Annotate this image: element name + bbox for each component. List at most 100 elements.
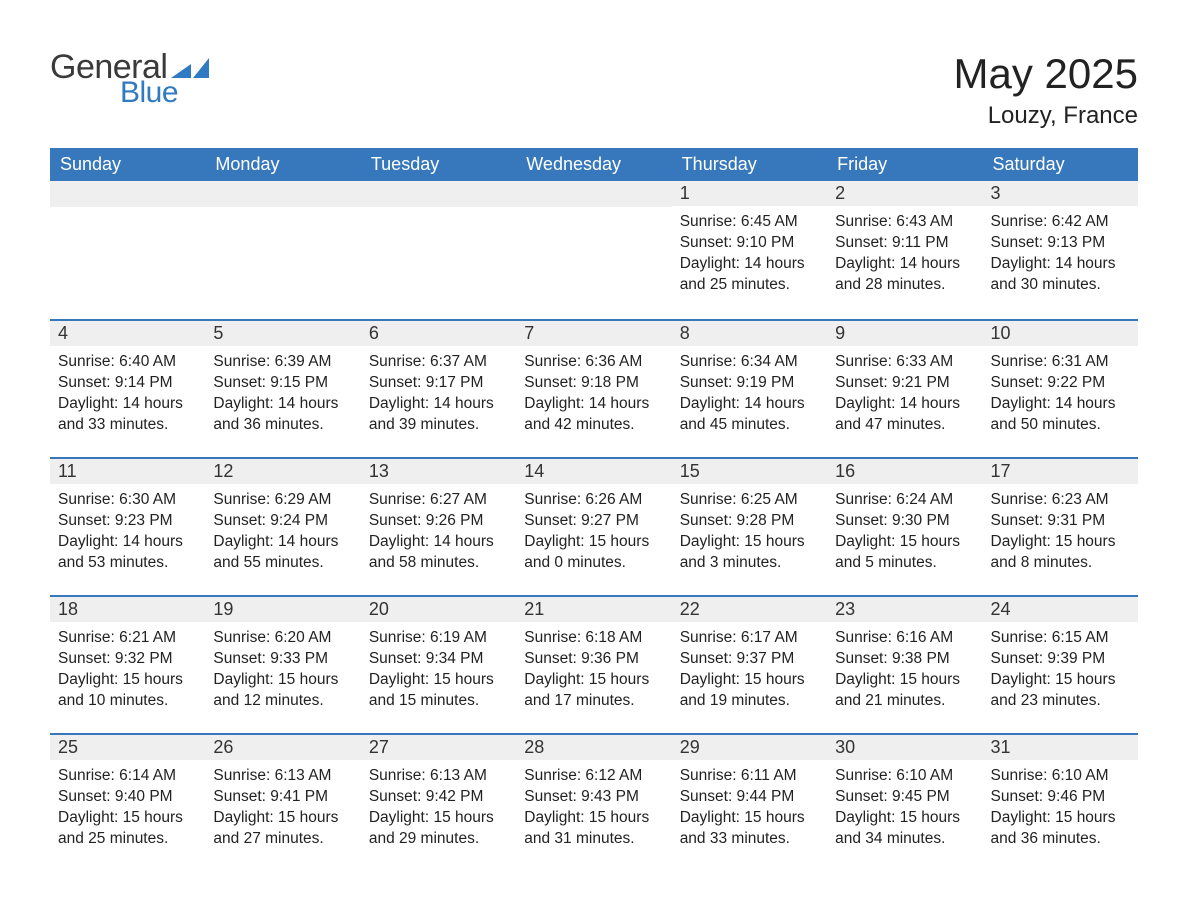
sunrise-line: Sunrise: 6:14 AM: [58, 766, 197, 787]
header: General Blue May 2025 Louzy, France: [50, 50, 1138, 130]
day-content: Sunrise: 6:43 AMSunset: 9:11 PMDaylight:…: [827, 206, 982, 300]
sunrise-line: Sunrise: 6:12 AM: [524, 766, 663, 787]
calendar-cell: 23Sunrise: 6:16 AMSunset: 9:38 PMDayligh…: [827, 595, 982, 733]
day-number: 3: [983, 181, 1138, 206]
daylight-line: Daylight: 15 hours and 34 minutes.: [835, 808, 974, 850]
day-content: Sunrise: 6:29 AMSunset: 9:24 PMDaylight:…: [205, 484, 360, 578]
calendar-cell: 7Sunrise: 6:36 AMSunset: 9:18 PMDaylight…: [516, 319, 671, 457]
sunrise-line: Sunrise: 6:21 AM: [58, 628, 197, 649]
weekday-header: Monday: [205, 148, 360, 181]
location: Louzy, France: [954, 102, 1138, 130]
day-content: Sunrise: 6:18 AMSunset: 9:36 PMDaylight:…: [516, 622, 671, 716]
daylight-line: Daylight: 15 hours and 21 minutes.: [835, 670, 974, 712]
daylight-line: Daylight: 14 hours and 45 minutes.: [680, 394, 819, 436]
day-content: Sunrise: 6:14 AMSunset: 9:40 PMDaylight:…: [50, 760, 205, 854]
daylight-line: Daylight: 14 hours and 47 minutes.: [835, 394, 974, 436]
sunrise-line: Sunrise: 6:33 AM: [835, 352, 974, 373]
sunset-line: Sunset: 9:10 PM: [680, 233, 819, 254]
weekday-header: Wednesday: [516, 148, 671, 181]
sunset-line: Sunset: 9:27 PM: [524, 511, 663, 532]
sunset-line: Sunset: 9:13 PM: [991, 233, 1130, 254]
day-number: 10: [983, 319, 1138, 346]
sunrise-line: Sunrise: 6:43 AM: [835, 212, 974, 233]
day-number: 4: [50, 319, 205, 346]
sunrise-line: Sunrise: 6:16 AM: [835, 628, 974, 649]
sunset-line: Sunset: 9:46 PM: [991, 787, 1130, 808]
calendar-cell: 16Sunrise: 6:24 AMSunset: 9:30 PMDayligh…: [827, 457, 982, 595]
day-number: 5: [205, 319, 360, 346]
day-number: 13: [361, 457, 516, 484]
day-content: Sunrise: 6:10 AMSunset: 9:46 PMDaylight:…: [983, 760, 1138, 854]
title-block: May 2025 Louzy, France: [954, 50, 1138, 130]
daylight-line: Daylight: 14 hours and 33 minutes.: [58, 394, 197, 436]
day-content: Sunrise: 6:45 AMSunset: 9:10 PMDaylight:…: [672, 206, 827, 300]
day-content: Sunrise: 6:37 AMSunset: 9:17 PMDaylight:…: [361, 346, 516, 440]
daylight-line: Daylight: 15 hours and 25 minutes.: [58, 808, 197, 850]
day-number: 15: [672, 457, 827, 484]
calendar-cell: 9Sunrise: 6:33 AMSunset: 9:21 PMDaylight…: [827, 319, 982, 457]
calendar-cell: 3Sunrise: 6:42 AMSunset: 9:13 PMDaylight…: [983, 181, 1138, 319]
weekday-header: Thursday: [672, 148, 827, 181]
day-number: 31: [983, 733, 1138, 760]
empty-day-header: [361, 181, 516, 207]
day-content: Sunrise: 6:21 AMSunset: 9:32 PMDaylight:…: [50, 622, 205, 716]
sunset-line: Sunset: 9:42 PM: [369, 787, 508, 808]
sunset-line: Sunset: 9:22 PM: [991, 373, 1130, 394]
sunset-line: Sunset: 9:45 PM: [835, 787, 974, 808]
sunrise-line: Sunrise: 6:45 AM: [680, 212, 819, 233]
sunrise-line: Sunrise: 6:27 AM: [369, 490, 508, 511]
calendar-cell: 22Sunrise: 6:17 AMSunset: 9:37 PMDayligh…: [672, 595, 827, 733]
daylight-line: Daylight: 15 hours and 29 minutes.: [369, 808, 508, 850]
calendar-cell: 31Sunrise: 6:10 AMSunset: 9:46 PMDayligh…: [983, 733, 1138, 871]
weekday-header-row: Sunday Monday Tuesday Wednesday Thursday…: [50, 148, 1138, 181]
sunset-line: Sunset: 9:11 PM: [835, 233, 974, 254]
calendar-cell: [205, 181, 360, 319]
sunset-line: Sunset: 9:14 PM: [58, 373, 197, 394]
sunset-line: Sunset: 9:31 PM: [991, 511, 1130, 532]
day-content: Sunrise: 6:40 AMSunset: 9:14 PMDaylight:…: [50, 346, 205, 440]
weekday-header: Sunday: [50, 148, 205, 181]
daylight-line: Daylight: 15 hours and 19 minutes.: [680, 670, 819, 712]
day-number: 12: [205, 457, 360, 484]
calendar-row: 11Sunrise: 6:30 AMSunset: 9:23 PMDayligh…: [50, 457, 1138, 595]
calendar-cell: 18Sunrise: 6:21 AMSunset: 9:32 PMDayligh…: [50, 595, 205, 733]
day-number: 19: [205, 595, 360, 622]
calendar-cell: 8Sunrise: 6:34 AMSunset: 9:19 PMDaylight…: [672, 319, 827, 457]
calendar-cell: 15Sunrise: 6:25 AMSunset: 9:28 PMDayligh…: [672, 457, 827, 595]
calendar-cell: 1Sunrise: 6:45 AMSunset: 9:10 PMDaylight…: [672, 181, 827, 319]
sunset-line: Sunset: 9:36 PM: [524, 649, 663, 670]
calendar-cell: 13Sunrise: 6:27 AMSunset: 9:26 PMDayligh…: [361, 457, 516, 595]
calendar-cell: [50, 181, 205, 319]
sunrise-line: Sunrise: 6:30 AM: [58, 490, 197, 511]
daylight-line: Daylight: 15 hours and 27 minutes.: [213, 808, 352, 850]
calendar-cell: 11Sunrise: 6:30 AMSunset: 9:23 PMDayligh…: [50, 457, 205, 595]
day-number: 18: [50, 595, 205, 622]
weekday-header: Friday: [827, 148, 982, 181]
day-number: 8: [672, 319, 827, 346]
day-number: 30: [827, 733, 982, 760]
sunset-line: Sunset: 9:30 PM: [835, 511, 974, 532]
calendar-cell: 20Sunrise: 6:19 AMSunset: 9:34 PMDayligh…: [361, 595, 516, 733]
daylight-line: Daylight: 15 hours and 36 minutes.: [991, 808, 1130, 850]
sunrise-line: Sunrise: 6:15 AM: [991, 628, 1130, 649]
day-number: 20: [361, 595, 516, 622]
empty-day-header: [205, 181, 360, 207]
calendar-cell: 19Sunrise: 6:20 AMSunset: 9:33 PMDayligh…: [205, 595, 360, 733]
daylight-line: Daylight: 15 hours and 31 minutes.: [524, 808, 663, 850]
sunrise-line: Sunrise: 6:23 AM: [991, 490, 1130, 511]
sunset-line: Sunset: 9:41 PM: [213, 787, 352, 808]
daylight-line: Daylight: 14 hours and 39 minutes.: [369, 394, 508, 436]
calendar-cell: 6Sunrise: 6:37 AMSunset: 9:17 PMDaylight…: [361, 319, 516, 457]
calendar-cell: 2Sunrise: 6:43 AMSunset: 9:11 PMDaylight…: [827, 181, 982, 319]
sunrise-line: Sunrise: 6:18 AM: [524, 628, 663, 649]
calendar-cell: 27Sunrise: 6:13 AMSunset: 9:42 PMDayligh…: [361, 733, 516, 871]
daylight-line: Daylight: 14 hours and 30 minutes.: [991, 254, 1130, 296]
calendar-cell: [516, 181, 671, 319]
month-title: May 2025: [954, 50, 1138, 98]
day-number: 27: [361, 733, 516, 760]
logo-text-blue: Blue: [120, 78, 178, 108]
sunset-line: Sunset: 9:26 PM: [369, 511, 508, 532]
day-number: 22: [672, 595, 827, 622]
day-number: 21: [516, 595, 671, 622]
day-content: Sunrise: 6:20 AMSunset: 9:33 PMDaylight:…: [205, 622, 360, 716]
